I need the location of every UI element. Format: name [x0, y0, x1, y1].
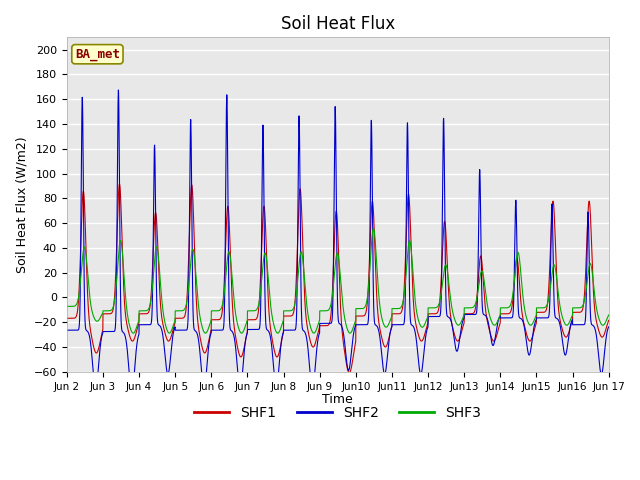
- SHF3: [474, 287, 482, 292]
- SHF2: [63, 327, 70, 333]
- SHF2: [575, 322, 583, 328]
- SHF1: [247, 317, 255, 323]
- SHF1: [319, 323, 327, 329]
- SHF2: [582, 305, 590, 311]
- Line: SHF1: SHF1: [67, 184, 609, 373]
- SHF1: [575, 310, 583, 315]
- SHF2: [115, 87, 122, 93]
- X-axis label: Time: Time: [323, 393, 353, 406]
- SHF1: [474, 276, 482, 282]
- Line: SHF3: SHF3: [67, 228, 609, 333]
- SHF1: [459, 324, 467, 329]
- SHF3: [575, 305, 583, 311]
- SHF3: [274, 330, 282, 336]
- SHF2: [605, 324, 612, 330]
- Title: Soil Heat Flux: Soil Heat Flux: [280, 15, 395, 33]
- SHF1: [346, 370, 353, 376]
- Text: BA_met: BA_met: [75, 48, 120, 60]
- SHF1: [63, 315, 70, 321]
- SHF3: [582, 288, 590, 294]
- SHF2: [459, 317, 467, 323]
- SHF3: [369, 226, 377, 231]
- Y-axis label: Soil Heat Flux (W/m2): Soil Heat Flux (W/m2): [15, 136, 28, 273]
- SHF2: [474, 251, 482, 257]
- SHF2: [128, 391, 136, 396]
- SHF1: [582, 262, 590, 267]
- SHF1: [116, 181, 124, 187]
- SHF3: [605, 312, 612, 318]
- SHF3: [63, 303, 70, 309]
- SHF2: [247, 326, 255, 332]
- SHF3: [459, 315, 467, 321]
- Line: SHF2: SHF2: [67, 90, 609, 394]
- SHF3: [247, 308, 255, 314]
- SHF2: [319, 321, 327, 326]
- Legend: SHF1, SHF2, SHF3: SHF1, SHF2, SHF3: [189, 400, 486, 425]
- SHF1: [605, 317, 612, 323]
- SHF3: [319, 308, 327, 314]
